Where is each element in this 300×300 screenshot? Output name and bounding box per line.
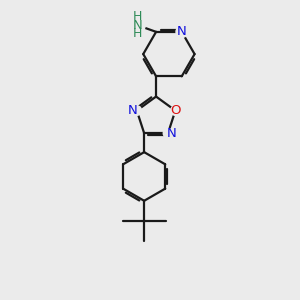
Circle shape xyxy=(129,17,145,33)
Circle shape xyxy=(171,106,180,115)
Text: N: N xyxy=(128,104,138,117)
Circle shape xyxy=(176,26,188,38)
Text: H: H xyxy=(133,10,142,23)
Text: N: N xyxy=(132,19,142,32)
Text: N: N xyxy=(167,127,177,140)
Text: H: H xyxy=(133,27,142,40)
Circle shape xyxy=(132,106,142,115)
Text: O: O xyxy=(170,104,181,117)
Circle shape xyxy=(163,128,173,138)
Text: N: N xyxy=(177,25,187,38)
